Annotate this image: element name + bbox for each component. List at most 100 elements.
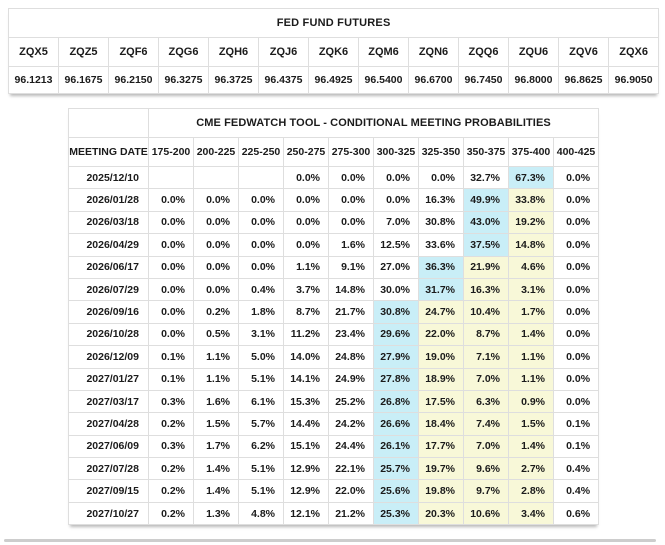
probability-cell: 0.2%	[148, 412, 194, 436]
probability-cell: 31.7%	[418, 277, 464, 302]
probability-cell: 0.0%	[193, 277, 239, 302]
rate-range-header: 200-225	[193, 137, 239, 167]
probability-cell: 0.2%	[148, 457, 194, 481]
probability-cell: 2.8%	[508, 479, 554, 503]
rate-range-header: 400-425	[552, 137, 600, 167]
probability-cell: 30.0%	[373, 277, 419, 302]
futures-price: 96.4925	[308, 66, 359, 94]
probability-cell: 26.1%	[373, 434, 419, 459]
probability-cell: 12.9%	[283, 479, 329, 503]
probability-cell: 5.1%	[238, 457, 284, 481]
probability-cell: 27.0%	[373, 255, 419, 279]
futures-contract-code: ZQM6	[358, 37, 409, 67]
futures-contract-code: ZQX5	[8, 37, 59, 67]
futures-contract-code: ZQK6	[308, 37, 359, 67]
probability-cell: 0.0%	[552, 188, 600, 212]
futures-price: 96.4375	[258, 66, 309, 94]
futures-table-title: FED FUND FUTURES	[7, 8, 660, 38]
fedwatch-probabilities-table: CME FEDWATCH TOOL - CONDITIONAL MEETING …	[68, 108, 600, 526]
probability-cell: 21.2%	[328, 501, 374, 526]
futures-contract-code: ZQZ5	[58, 37, 109, 67]
probability-cell: 0.2%	[148, 501, 194, 526]
probability-cell: 0.0%	[148, 322, 194, 347]
probability-cell: 1.4%	[508, 434, 554, 459]
meeting-date-cell: 2027/07/28	[68, 457, 149, 481]
probability-cell: 3.7%	[283, 277, 329, 302]
probability-cell: 0.0%	[193, 188, 239, 212]
fedwatch-row: 2027/10/27 0.2% 1.3% 4.8% 12.1% 21.2% 25.3% 20.…	[68, 501, 600, 526]
probability-cell: 3.1%	[508, 277, 554, 302]
probability-cell: 1.6%	[193, 389, 239, 414]
probability-cell: 7.0%	[463, 367, 509, 391]
probability-cell: 18.4%	[418, 412, 464, 436]
meeting-date-cell: 2025/12/10	[68, 165, 149, 190]
futures-title-row: FED FUND FUTURES	[7, 8, 660, 38]
probability-cell: 36.3%	[418, 255, 464, 279]
fedwatch-row: 2026/06/17 0.0% 0.0% 0.0% 1.1% 9.1% 27.0% 36.3%…	[68, 255, 600, 279]
probability-cell: 5.1%	[238, 367, 284, 391]
probability-cell: 4.8%	[238, 501, 284, 526]
rate-range-header: 250-275	[283, 137, 329, 167]
probability-cell: 24.4%	[328, 434, 374, 459]
probability-cell: 22.1%	[328, 457, 374, 481]
probability-cell: 0.0%	[283, 233, 329, 257]
probability-cell: 33.6%	[418, 233, 464, 257]
probability-cell: 24.7%	[418, 300, 464, 324]
probability-cell: 0.0%	[552, 389, 600, 414]
meeting-date-cell: 2027/01/27	[68, 367, 149, 391]
probability-cell: 1.4%	[193, 479, 239, 503]
futures-contract-code: ZQN6	[408, 37, 459, 67]
probability-cell: 21.9%	[463, 255, 509, 279]
probability-cell: 29.6%	[373, 322, 419, 347]
probability-cell: 0.1%	[552, 434, 600, 459]
probability-cell: 30.8%	[418, 210, 464, 235]
probability-cell: 0.0%	[328, 210, 374, 235]
futures-contract-code: ZQH6	[208, 37, 259, 67]
probability-cell: 1.7%	[508, 300, 554, 324]
futures-price: 96.1675	[58, 66, 109, 94]
probability-cell: 0.0%	[552, 210, 600, 235]
probability-cell: 16.3%	[418, 188, 464, 212]
probability-cell: 1.7%	[193, 434, 239, 459]
probability-cell: 0.3%	[148, 434, 194, 459]
probability-cell: 5.1%	[238, 479, 284, 503]
futures-price: 96.7450	[458, 66, 509, 94]
probability-cell: 1.1%	[193, 367, 239, 391]
probability-cell: 49.9%	[463, 188, 509, 212]
probability-cell: 0.0%	[148, 300, 194, 324]
probability-cell: 14.0%	[283, 345, 329, 369]
probability-cell: 15.3%	[283, 389, 329, 414]
futures-price: 96.3275	[158, 66, 209, 94]
probability-cell: 23.4%	[328, 322, 374, 347]
futures-contract-code: ZQU6	[508, 37, 559, 67]
probability-cell: 9.6%	[463, 457, 509, 481]
probability-cell: 0.0%	[552, 165, 600, 190]
fedwatch-row: 2026/04/29 0.0% 0.0% 0.0% 0.0% 1.6% 12.5% 33.6%…	[68, 233, 600, 257]
probability-cell: 1.4%	[193, 457, 239, 481]
probability-cell: 1.5%	[193, 412, 239, 436]
probability-cell: 1.1%	[508, 367, 554, 391]
probability-cell: 0.1%	[552, 412, 600, 436]
meeting-date-cell: 2026/07/29	[68, 277, 149, 302]
bottom-divider	[4, 539, 656, 542]
futures-contract-code: ZQF6	[108, 37, 159, 67]
fedwatch-row: 2027/09/15 0.2% 1.4% 5.1% 12.9% 22.0% 25.6% 19.…	[68, 479, 600, 503]
meeting-date-cell: 2026/12/09	[68, 345, 149, 369]
fedwatch-row: 2026/01/28 0.0% 0.0% 0.0% 0.0% 0.0% 0.0% 16.3% 4…	[68, 188, 600, 212]
probability-cell: 7.0%	[373, 210, 419, 235]
probability-cell: 0.0%	[552, 255, 600, 279]
probability-cell: 17.5%	[418, 389, 464, 414]
probability-cell: 0.0%	[328, 165, 374, 190]
rate-range-header: 325-350	[418, 137, 464, 167]
rate-range-header: 275-300	[328, 137, 374, 167]
probability-cell: 0.4%	[552, 479, 600, 503]
probability-cell: 0.0%	[148, 233, 194, 257]
probability-cell: 25.2%	[328, 389, 374, 414]
probability-cell: 0.0%	[552, 367, 600, 391]
meeting-date-cell: 2026/09/16	[68, 300, 149, 324]
probability-cell: 9.7%	[463, 479, 509, 503]
meeting-date-cell: 2027/09/15	[68, 479, 149, 503]
probability-cell: 14.8%	[508, 233, 554, 257]
fedwatch-row: 2027/04/28 0.2% 1.5% 5.7% 14.4% 24.2% 26.6% 18.…	[68, 412, 600, 436]
